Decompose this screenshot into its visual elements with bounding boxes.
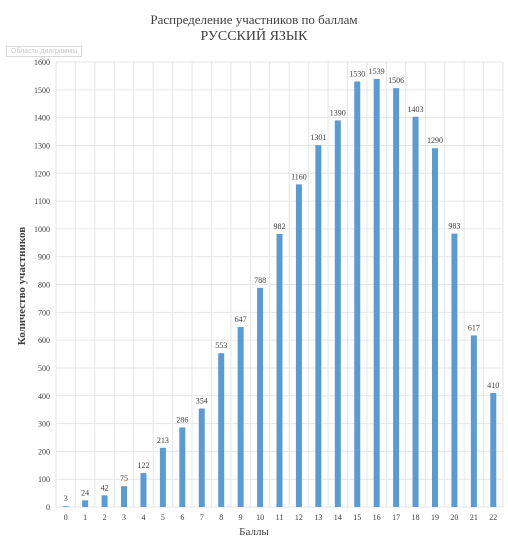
x-tick-label: 14 [334, 513, 342, 522]
data-label: 617 [468, 323, 480, 332]
bar [334, 120, 341, 507]
y-tick-label: 400 [38, 392, 50, 401]
x-tick-label: 16 [373, 513, 381, 522]
data-label: 410 [487, 381, 499, 390]
x-tick-label: 10 [256, 513, 264, 522]
bar [140, 473, 147, 507]
data-label: 213 [157, 436, 169, 445]
bar [276, 233, 283, 507]
x-tick-label: 22 [489, 513, 497, 522]
bar [159, 447, 166, 507]
y-tick-label: 900 [38, 253, 50, 262]
y-axis-label: Количество участников [16, 226, 28, 346]
y-tick-label: 500 [38, 364, 50, 373]
data-label: 354 [196, 397, 208, 406]
bar [451, 233, 458, 507]
x-tick-label: 6 [180, 513, 184, 522]
chart-title: Распределение участников по баллам [150, 12, 358, 27]
y-tick-label: 1500 [34, 86, 50, 95]
data-label: 24 [81, 488, 89, 497]
y-tick-label: 1200 [34, 169, 50, 178]
y-tick-label: 300 [38, 420, 50, 429]
bar [354, 81, 361, 507]
bar [393, 88, 400, 508]
bar [470, 335, 477, 507]
data-label: 1301 [310, 133, 326, 142]
x-tick-label: 15 [353, 513, 361, 522]
y-tick-label: 600 [38, 336, 50, 345]
bar [82, 500, 89, 507]
data-label: 75 [120, 474, 128, 483]
data-label: 3 [64, 494, 68, 503]
data-label: 1506 [388, 76, 404, 85]
x-tick-label: 3 [122, 513, 126, 522]
x-axis-label: Баллы [239, 526, 269, 538]
x-tick-label: 5 [161, 513, 165, 522]
data-label: 1539 [369, 67, 385, 76]
x-tick-label: 7 [200, 513, 204, 522]
x-tick-label: 17 [392, 513, 400, 522]
x-tick-label: 12 [295, 513, 303, 522]
x-tick-label: 8 [219, 513, 223, 522]
bar [257, 287, 264, 507]
bar [218, 353, 225, 507]
data-label: 1530 [349, 69, 365, 78]
bar [315, 145, 322, 508]
y-tick-label: 1600 [34, 58, 50, 67]
bar [62, 506, 69, 507]
bar [490, 392, 497, 507]
y-tick-label: 1100 [34, 197, 50, 206]
data-label: 982 [274, 222, 286, 231]
data-label: 286 [176, 415, 188, 424]
x-tick-label: 0 [64, 513, 68, 522]
data-label: 1160 [291, 172, 307, 181]
x-tick-label: 20 [450, 513, 458, 522]
data-label: 42 [101, 483, 109, 492]
bar [373, 78, 380, 507]
data-label: 1290 [427, 136, 443, 145]
x-tick-label: 9 [239, 513, 243, 522]
y-tick-label: 700 [38, 308, 50, 317]
data-label: 788 [254, 276, 266, 285]
data-label: 647 [235, 315, 247, 324]
bar [121, 486, 128, 507]
bar [295, 184, 302, 507]
data-label: 122 [137, 461, 149, 470]
y-tick-label: 0 [46, 503, 50, 512]
bar [198, 408, 205, 507]
x-tick-label: 19 [431, 513, 439, 522]
y-tick-label: 1400 [34, 114, 50, 123]
x-tick-label: 1 [83, 513, 87, 522]
y-tick-label: 200 [38, 447, 50, 456]
bar [412, 116, 419, 508]
bar [179, 427, 186, 507]
y-tick-label: 800 [38, 281, 50, 290]
y-tick-label: 100 [38, 475, 50, 484]
y-tick-label: 1000 [34, 225, 50, 234]
y-tick-label: 1300 [34, 141, 50, 150]
x-tick-label: 4 [141, 513, 145, 522]
data-label: 983 [448, 222, 460, 231]
data-label: 1390 [330, 108, 346, 117]
x-tick-label: 2 [103, 513, 107, 522]
x-tick-label: 13 [314, 513, 322, 522]
x-tick-label: 21 [470, 513, 478, 522]
bar [101, 495, 108, 507]
plot-area-tooltip: Область диаграммы [6, 46, 83, 57]
bar [431, 148, 438, 507]
bar [237, 327, 244, 507]
x-tick-label: 18 [412, 513, 420, 522]
data-label: 553 [215, 341, 227, 350]
data-label: 1403 [408, 105, 424, 114]
chart-subtitle: РУССКИЙ ЯЗЫК [200, 29, 308, 44]
x-tick-label: 11 [276, 513, 284, 522]
